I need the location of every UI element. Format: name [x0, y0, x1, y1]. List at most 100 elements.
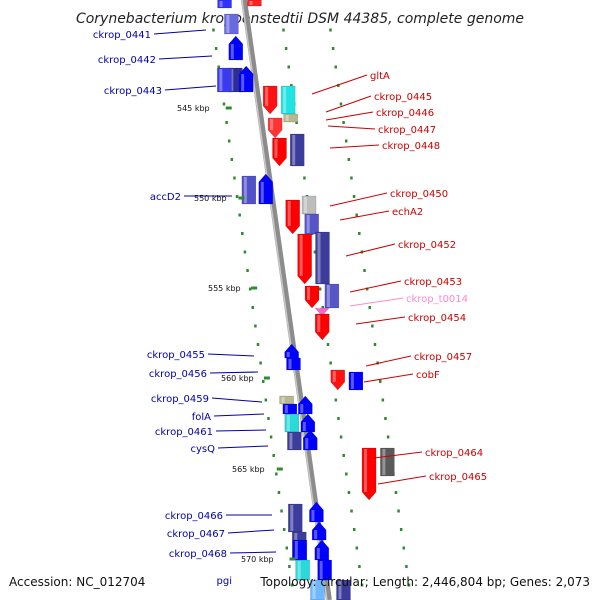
gene-sheen: [317, 233, 321, 283]
gene-sheen: [332, 371, 336, 382]
gene-feature: [336, 579, 351, 600]
gene-sheen: [311, 510, 315, 521]
gene-label: ckrop_0442: [98, 55, 156, 66]
label-connector: [209, 371, 259, 374]
gene-sheen: [286, 415, 290, 431]
gene-sheen: [260, 182, 264, 203]
gene-label: ckrop_0467: [167, 529, 225, 540]
label-connector: [377, 475, 427, 485]
gene-feature: [217, 0, 232, 9]
gene-label: ckrop_0466: [165, 511, 223, 522]
gene-feature: [361, 447, 377, 501]
gene-sheen: [364, 449, 368, 492]
gene-feature: [287, 431, 302, 451]
scale-label: 555 kbp: [208, 284, 241, 293]
gene-feature: [228, 35, 244, 61]
gene-label: ckrop_0456: [149, 369, 207, 380]
gene-sheen: [350, 373, 354, 389]
gene-sheen: [314, 530, 318, 539]
gene-sheen: [274, 139, 278, 158]
gene-sheen: [285, 115, 289, 121]
gene-sheen: [283, 87, 287, 113]
label-connector: [349, 297, 404, 307]
label-connector: [327, 125, 376, 130]
gene-label: ckrop_0464: [425, 448, 483, 459]
gene-sheen: [302, 422, 306, 431]
gene-feature: [380, 447, 395, 477]
scale-label: 570 kbp: [241, 555, 274, 564]
scale-label: 565 kbp: [232, 465, 265, 474]
label-connector: [373, 451, 423, 459]
gene-label: ckrop_0454: [408, 313, 466, 324]
scale-label: 560 kbp: [221, 374, 254, 383]
gene-feature: [217, 67, 232, 93]
gene-sheen: [300, 404, 304, 413]
label-connector: [349, 280, 402, 293]
gene-sheen: [289, 433, 293, 449]
backbone-highlight: [241, 0, 328, 600]
gene-feature: [247, 0, 262, 7]
gene-feature: [348, 371, 364, 391]
gene-label: gltA: [370, 71, 390, 82]
label-connector: [207, 353, 255, 357]
gene-sheen: [338, 581, 342, 599]
label-connector: [213, 413, 265, 417]
gene-label: accD2: [150, 192, 181, 203]
gene-label: ckrop_0447: [378, 125, 436, 136]
gene-label: folA: [192, 412, 211, 423]
gene-label: ckrop_0443: [104, 86, 162, 97]
gene-sheen: [317, 315, 321, 332]
gene-feature: [324, 283, 340, 309]
gene-label: cysQ: [191, 444, 216, 455]
gene-feature: [330, 369, 346, 391]
gene-sheen: [249, 1, 253, 5]
label-connector: [329, 144, 380, 149]
gene-feature: [297, 233, 312, 285]
accession-text: Accession: NC_012704: [9, 575, 145, 589]
label-connector: [227, 529, 275, 534]
gene-feature: [295, 559, 310, 581]
gene-label: ckrop_0459: [151, 394, 209, 405]
gene-features: [217, 0, 395, 600]
gene-sheen: [294, 541, 298, 559]
gene-label: echA2: [392, 207, 423, 218]
gene-sheen: [316, 548, 320, 559]
gene-sheen: [284, 405, 288, 413]
label-connector: [345, 243, 396, 257]
gene-feature: [286, 357, 301, 371]
label-connector: [217, 445, 269, 449]
gene-label: cobF: [416, 370, 440, 381]
scale-label: 550 kbp: [194, 194, 227, 203]
gene-feature: [300, 413, 316, 433]
gene-label: ckrop_0450: [390, 189, 448, 200]
label-connector: [355, 316, 406, 325]
gene-feature: [303, 429, 318, 451]
gene-feature: [262, 85, 278, 115]
label-connector: [211, 397, 263, 403]
gene-feature: [283, 113, 298, 123]
gene-feature: [304, 285, 320, 309]
gene-label: ckrop_0455: [147, 350, 205, 361]
gene-sheen: [288, 359, 292, 369]
gene-sheen: [305, 438, 309, 449]
map-title: Corynebacterium kroppenstedtii DSM 44385…: [76, 11, 524, 27]
gene-feature: [258, 173, 273, 205]
gene-sheen: [226, 15, 230, 33]
gene-label: ckrop_0468: [169, 549, 227, 560]
gene-sheen: [317, 308, 321, 309]
gene-feature: [267, 117, 283, 139]
gene-feature: [285, 199, 300, 235]
gene-label: ckrop_0448: [382, 141, 440, 152]
gene-feature: [311, 521, 327, 541]
label-connector: [164, 85, 217, 91]
label-connector: [329, 192, 388, 207]
scale-label: 545 kbp: [177, 104, 210, 113]
gene-sheen: [307, 287, 311, 300]
label-connector: [158, 55, 213, 60]
gene-sheen: [243, 177, 247, 203]
gene-feature: [310, 579, 325, 600]
backbone-line: [241, 0, 332, 600]
summary-text: Topology: circular; Length: 2,446,804 bp…: [259, 575, 590, 589]
gene-sheen: [265, 87, 269, 106]
gene-label: ckrop_0465: [429, 472, 487, 483]
